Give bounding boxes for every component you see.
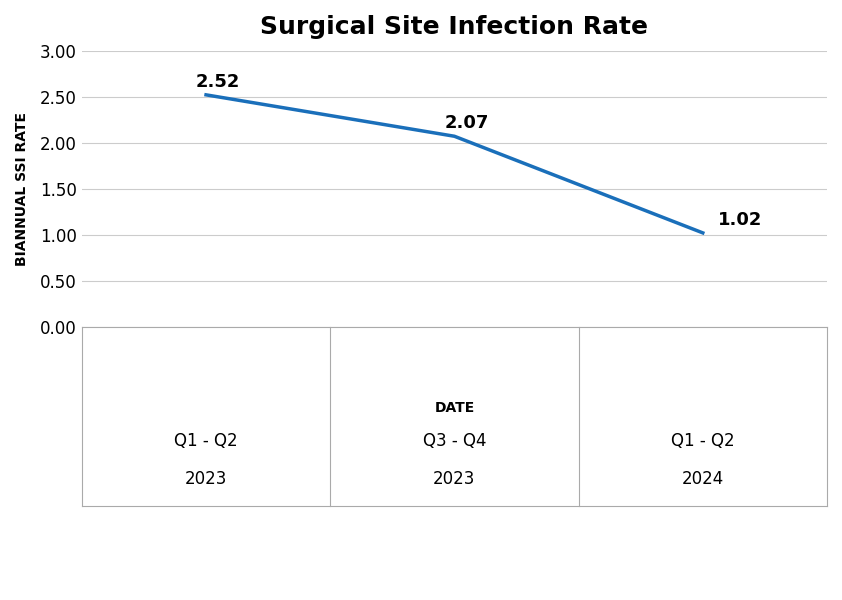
- Title: Surgical Site Infection Rate: Surgical Site Infection Rate: [260, 15, 648, 39]
- Text: Q1 - Q2: Q1 - Q2: [174, 431, 237, 449]
- Text: 2.52: 2.52: [196, 73, 241, 91]
- Text: 2023: 2023: [434, 470, 476, 488]
- Text: 2024: 2024: [682, 470, 724, 488]
- Text: 1.02: 1.02: [717, 211, 762, 229]
- X-axis label: DATE: DATE: [434, 401, 475, 415]
- Text: Q3 - Q4: Q3 - Q4: [423, 431, 486, 449]
- Text: Q1 - Q2: Q1 - Q2: [671, 431, 734, 449]
- Y-axis label: BIANNUAL SSI RATE: BIANNUAL SSI RATE: [15, 112, 29, 266]
- Text: 2.07: 2.07: [445, 114, 489, 132]
- Text: 2023: 2023: [185, 470, 227, 488]
